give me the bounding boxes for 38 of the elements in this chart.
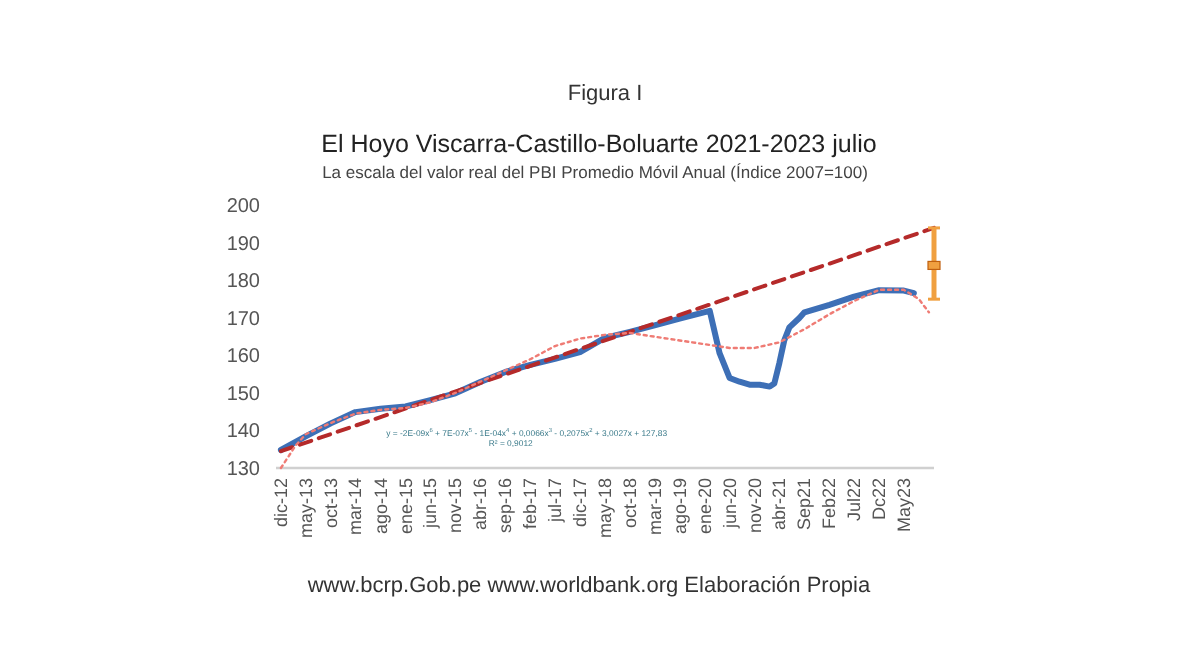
text: www.bcrp.Gob.pe www.worldbank.org Elaboración Propia — [305, 574, 872, 598]
y-tick-label: 200 — [226, 196, 261, 219]
x-tick-label: dic-12 — [270, 478, 291, 528]
x-tick-label: sep-16 — [495, 478, 516, 534]
x-tick-label: dic-17 — [570, 478, 591, 528]
y-tick-label: 130 — [226, 459, 261, 481]
x-tick-label: nov-20 — [744, 478, 765, 534]
x-tick-label: feb-17 — [520, 478, 541, 530]
x-tick-label: mar-19 — [644, 478, 665, 536]
x-tick-label: ene-15 — [395, 478, 416, 535]
y-tick-label: 170 — [226, 308, 261, 331]
x-tick-label: ene-20 — [694, 478, 715, 535]
x-tick-label: abr-16 — [470, 478, 491, 531]
chart-subtitle: El Hoyo Viscarra-Castillo-Boluarte 2021-2023 julio — [321, 130, 877, 158]
x-tick-label: jul-17 — [544, 478, 565, 525]
x-tick-label: ago-14 — [370, 478, 391, 535]
x-tick-label: Sep21 — [794, 478, 815, 531]
x-tick-label: may-13 — [295, 478, 316, 539]
x-tick-label: jun-15 — [420, 478, 441, 531]
x-tick-label: Jul22 — [844, 478, 865, 522]
x-tick-label: mar-14 — [345, 478, 366, 536]
x-tick-label: Feb22 — [819, 478, 840, 530]
y-tick-label: 180 — [226, 271, 261, 294]
chart-title: Figura I — [567, 82, 643, 106]
x-tick-label: May23 — [893, 478, 914, 533]
x-tick-label: jun-20 — [719, 478, 740, 531]
y-tick-label: 190 — [226, 233, 261, 256]
y-axis-title: La escala del valor real del PBI Promedio Móvil Anual (Índice 2007=100) — [322, 162, 869, 182]
x-tick-label: Dc22 — [869, 478, 890, 521]
y-tick-label: 160 — [226, 346, 261, 369]
x-tick-label: ago-19 — [669, 478, 690, 535]
x-tick-label: oct-13 — [320, 478, 341, 529]
y-tick-label: 150 — [226, 383, 261, 406]
x-tick-label: oct-18 — [619, 478, 640, 529]
x-tick-label: nov-15 — [445, 478, 466, 534]
y-tick-label: 140 — [226, 421, 261, 444]
x-tick-label: abr-21 — [769, 478, 790, 531]
x-tick-label: may-18 — [594, 478, 615, 539]
